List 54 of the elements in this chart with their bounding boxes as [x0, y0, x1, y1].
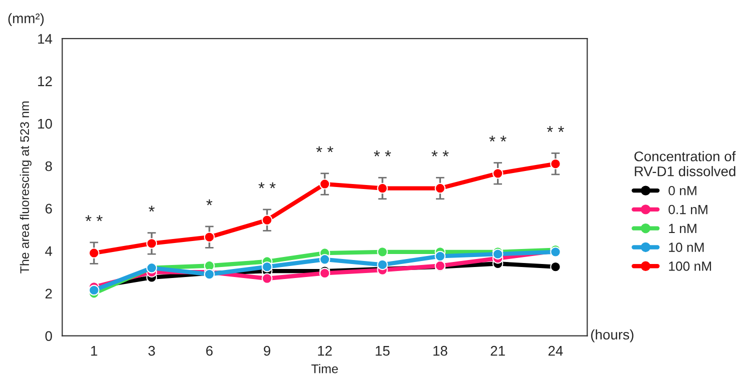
point	[262, 261, 272, 272]
point	[204, 232, 215, 242]
y-tick-label: 8	[45, 161, 52, 172]
point	[434, 250, 446, 262]
annotation: * *	[546, 126, 564, 132]
point	[377, 182, 388, 194]
point	[434, 182, 446, 194]
x-tick-label: 21	[490, 346, 505, 356]
y-tick-label: 6	[46, 204, 52, 214]
point	[262, 273, 272, 284]
point	[492, 168, 504, 179]
x-tick-label: 15	[376, 346, 390, 356]
legend-label: 10 nM	[669, 242, 704, 252]
legend-label: 100 nM	[669, 262, 711, 271]
y-tick-label: 4	[45, 246, 52, 256]
annotation: *	[148, 206, 155, 212]
annotation: * *	[432, 150, 449, 156]
point	[319, 254, 330, 265]
point	[550, 158, 561, 170]
point	[550, 261, 561, 272]
x-tick-label: 6	[206, 346, 213, 356]
annotation: *	[206, 199, 212, 206]
y-tick-label: 10	[38, 118, 52, 129]
annotation: * *	[85, 215, 103, 222]
y-axis-title: The area fluorescing at 523 nm	[20, 102, 32, 274]
x-tick-label: 18	[433, 346, 448, 356]
point	[377, 246, 388, 258]
y-tick-label: 14	[38, 34, 52, 44]
legend-label: 0.1 nM	[668, 204, 708, 214]
annotation: * *	[316, 146, 334, 152]
x-axis-title: Time	[311, 364, 338, 374]
y-tick-label: 12	[38, 76, 52, 86]
annotation: * *	[258, 182, 276, 188]
annotation: * *	[374, 150, 391, 156]
point	[88, 284, 100, 296]
legend-label: 1 nM	[669, 224, 696, 233]
x-tick-label: 12	[318, 346, 332, 356]
annotation: * *	[489, 136, 506, 142]
y-tick-label: 2	[46, 288, 52, 298]
text: (hours)	[591, 329, 634, 342]
x-tick-label: 1	[91, 346, 98, 356]
x-tick-label: 24	[548, 346, 563, 356]
text: (mm²)	[8, 13, 44, 26]
x-tick-label: 3	[148, 346, 155, 356]
legend-title: Concentration of RV-D1 dissolved	[634, 151, 736, 176]
point	[377, 259, 388, 270]
point	[262, 214, 272, 226]
x-tick-label: 9	[264, 346, 270, 356]
point	[88, 248, 100, 258]
point	[319, 178, 330, 190]
y-tick-label: 0	[45, 331, 52, 341]
legend-label: 0 nM	[668, 186, 696, 196]
point	[319, 268, 330, 279]
point	[146, 238, 158, 249]
